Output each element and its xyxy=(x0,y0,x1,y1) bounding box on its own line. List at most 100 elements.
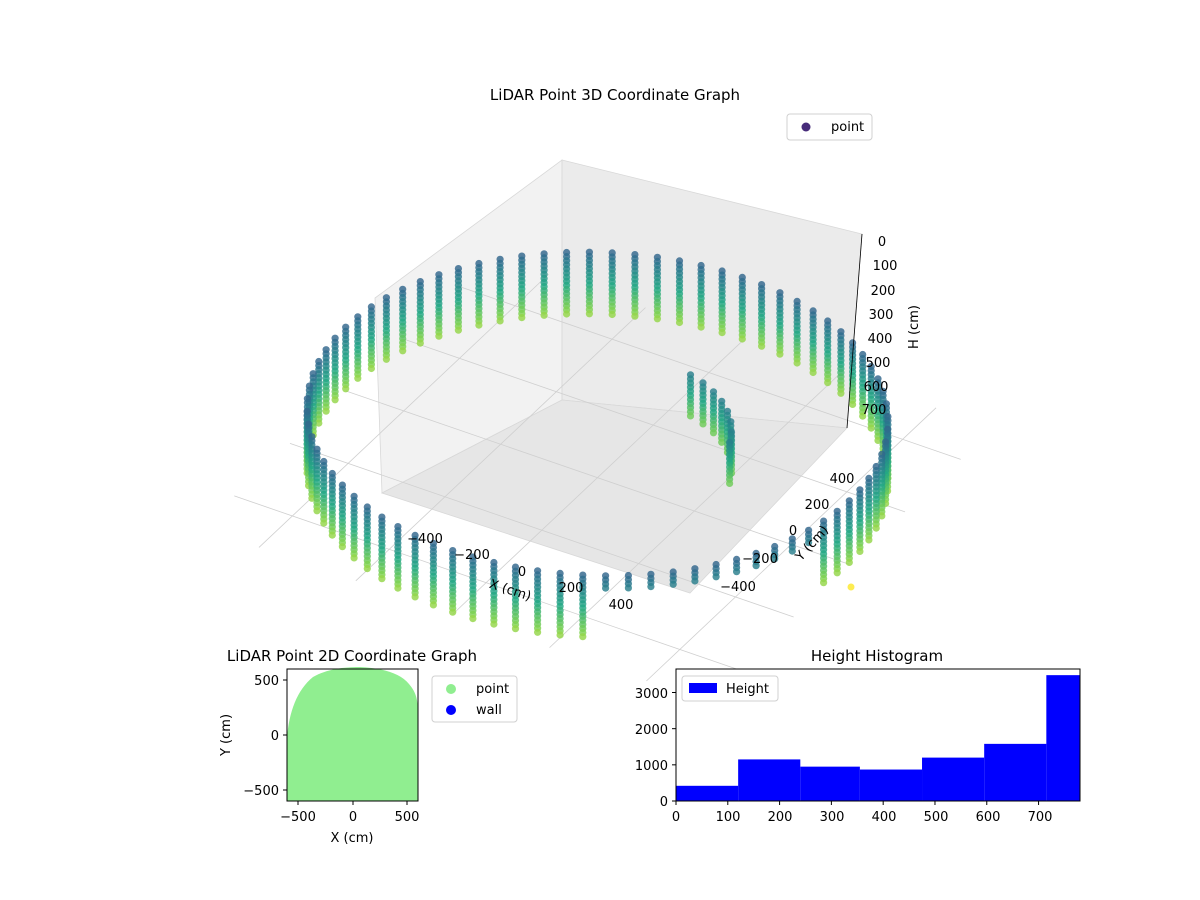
x-tick-label: 0 xyxy=(672,810,680,825)
point-3d-outlier xyxy=(847,583,855,591)
point-3d xyxy=(608,310,616,319)
point-3d xyxy=(820,579,828,587)
point-3d xyxy=(699,420,707,428)
point-3d xyxy=(556,631,564,639)
histogram-bar xyxy=(676,785,739,801)
x-tick-label: 500 xyxy=(395,810,420,825)
chart-3d-x-ticks: −400 −200 0 200 400 xyxy=(407,532,633,613)
x-tick-label: 0 xyxy=(349,810,357,825)
legend-marker-point xyxy=(801,122,811,132)
point-3d xyxy=(718,329,726,337)
x-tick-label: −200 xyxy=(454,548,490,563)
point-3d xyxy=(647,583,655,591)
point-3d xyxy=(563,310,571,318)
histogram-x-ticks: 0 100 200 300 400 500 600 700 xyxy=(672,810,1053,825)
chart-3d-points xyxy=(303,248,892,641)
point-3d xyxy=(378,575,386,583)
chart-3d: LiDAR Point 3D Coordinate Graph −400 −20… xyxy=(234,86,961,682)
grid-line xyxy=(401,337,906,513)
chart-histogram: Height Histogram 0 100 200 300 400 500 6… xyxy=(635,647,1081,825)
point-3d xyxy=(758,342,766,350)
point-3d xyxy=(315,419,323,427)
x-tick-label: 600 xyxy=(976,810,1001,825)
z-tick-label: 200 xyxy=(871,284,896,299)
point-3d xyxy=(624,584,633,592)
point-3d xyxy=(805,539,813,547)
pane-back-right xyxy=(561,159,863,429)
histogram-bar xyxy=(1046,675,1080,801)
point-3d xyxy=(809,368,817,377)
point-3d xyxy=(322,407,330,415)
x-tick-label: 300 xyxy=(820,810,845,825)
point-3d xyxy=(859,412,867,420)
legend-label-point: point xyxy=(476,682,509,697)
x-tick-label: 700 xyxy=(1028,810,1053,825)
y-tick-label: 2000 xyxy=(635,723,668,738)
point-3d xyxy=(342,385,350,393)
x-tick-label: 100 xyxy=(716,810,741,825)
histogram-bar xyxy=(922,757,985,801)
y-tick-label: 0 xyxy=(660,795,668,810)
point-3d xyxy=(511,625,520,633)
point-3d xyxy=(454,326,462,334)
point-3d xyxy=(856,547,864,556)
point-3d xyxy=(399,347,407,355)
legend-marker-height xyxy=(689,683,717,693)
point-3d xyxy=(738,335,746,343)
point-3d xyxy=(865,536,873,544)
histogram-bar xyxy=(984,743,1047,801)
y-tick-label: 3000 xyxy=(635,687,668,702)
chart-3d-z-label: H (cm) xyxy=(907,305,922,349)
x-tick-label: 500 xyxy=(924,810,949,825)
point-3d xyxy=(534,628,542,636)
point-3d xyxy=(874,436,882,444)
chart-2d-point-cloud xyxy=(287,667,418,801)
legend-box xyxy=(681,675,779,702)
point-3d xyxy=(313,507,321,515)
point-3d xyxy=(833,569,841,577)
y-tick-label: 400 xyxy=(830,472,855,487)
point-3d xyxy=(416,339,424,347)
point-3d xyxy=(675,318,684,327)
point-3d xyxy=(771,555,779,563)
point-3d xyxy=(837,389,845,397)
z-tick-label: 0 xyxy=(878,235,886,250)
histogram-bar xyxy=(859,769,923,801)
chart-3d-title: LiDAR Point 3D Coordinate Graph xyxy=(490,86,740,104)
histogram-legend: Height xyxy=(681,675,779,702)
legend-label-point: point xyxy=(831,120,864,135)
point-3d xyxy=(429,601,437,609)
point-3d xyxy=(653,315,662,323)
x-tick-label: −500 xyxy=(280,810,316,825)
histogram-frame xyxy=(675,668,1081,802)
histogram-bar xyxy=(800,766,860,801)
point-3d xyxy=(579,633,587,641)
chart-3d-z-axis xyxy=(846,233,863,429)
legend-label-height: Height xyxy=(726,682,769,697)
y-tick-label: 0 xyxy=(789,524,797,539)
point-3d xyxy=(697,323,705,331)
chart-2d-ticks: −500 0 500 −500 0 500 xyxy=(243,674,419,825)
point-3d xyxy=(320,519,328,527)
z-axis-line xyxy=(846,233,863,429)
grid-line xyxy=(345,390,850,565)
point-3d xyxy=(669,580,677,588)
point-3d xyxy=(350,554,358,562)
point-3d xyxy=(776,350,784,358)
point-3d xyxy=(793,359,801,367)
point-3d xyxy=(411,593,419,601)
point-3d xyxy=(363,565,371,573)
z-tick-label: 400 xyxy=(868,332,893,347)
point-3d xyxy=(878,512,886,520)
histogram-title: Height Histogram xyxy=(811,647,943,665)
point-3d xyxy=(331,396,339,404)
x-tick-label: 400 xyxy=(872,810,897,825)
point-3d xyxy=(602,584,610,592)
point-3d xyxy=(712,573,720,581)
chart-2d-x-label: X (cm) xyxy=(331,831,374,846)
point-3d xyxy=(518,314,526,322)
point-3d xyxy=(867,424,875,432)
chart-2d-title: LiDAR Point 2D Coordinate Graph xyxy=(227,647,477,665)
histogram-y-ticks: 0 1000 2000 3000 xyxy=(635,687,668,810)
